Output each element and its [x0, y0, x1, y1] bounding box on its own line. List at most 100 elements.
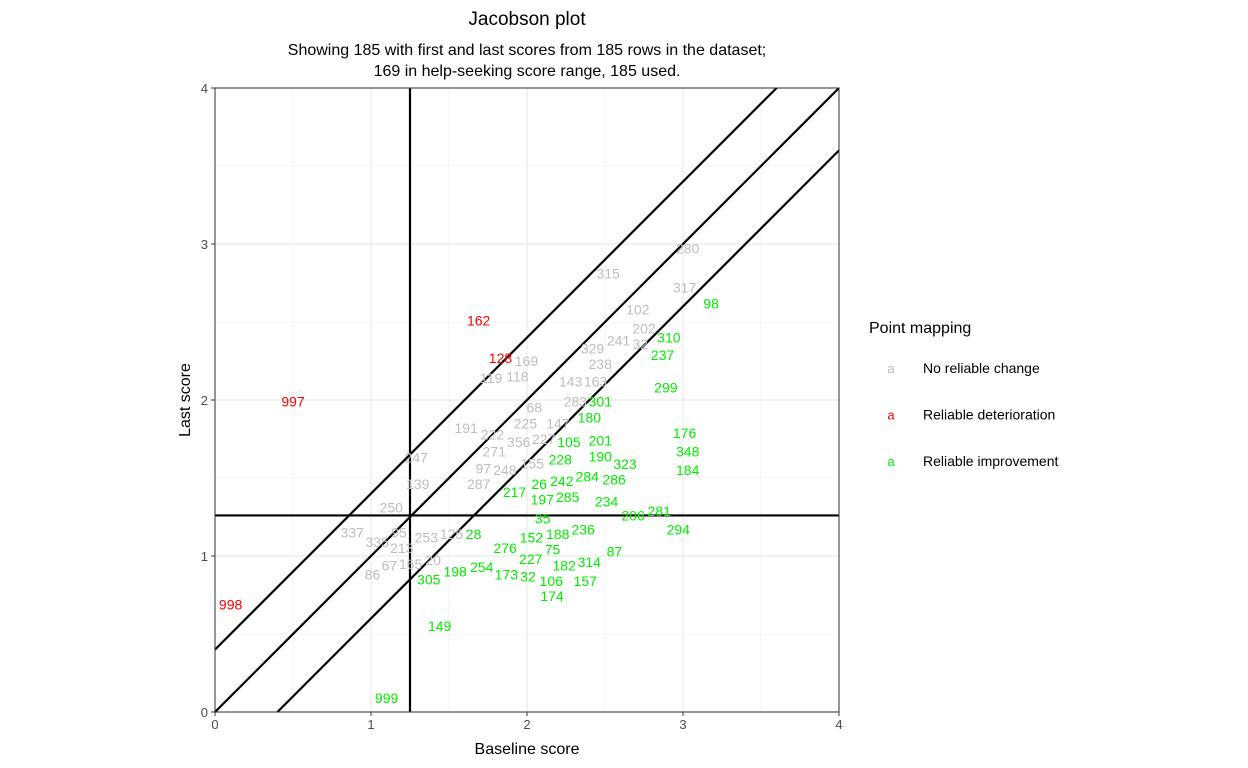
y-axis-label: Last score — [177, 363, 194, 437]
point-label: 174 — [540, 588, 564, 604]
point-label: 201 — [589, 433, 613, 449]
point-label: 280 — [676, 241, 700, 257]
point-label: 32 — [632, 336, 648, 352]
chart-subtitle-line-2: 169 in help-seeking score range, 185 use… — [374, 63, 681, 80]
point-label: 247 — [405, 450, 429, 466]
point-label: 284 — [576, 468, 600, 484]
point-label: 323 — [613, 456, 637, 472]
point-label: 348 — [676, 443, 700, 459]
point-label: 163 — [584, 373, 608, 389]
point-label: 227 — [532, 431, 556, 447]
point-label: 202 — [632, 321, 656, 337]
point-label: 222 — [481, 426, 505, 442]
point-label: 242 — [550, 473, 574, 489]
point-label: 32 — [520, 568, 536, 584]
point-label: 238 — [589, 356, 613, 372]
point-label: 191 — [454, 420, 478, 436]
reference-lines — [214, 87, 840, 713]
point-label: 95 — [391, 525, 407, 541]
y-tick-label: 3 — [201, 237, 208, 252]
point-label: 165 — [399, 556, 423, 572]
point-label: 157 — [574, 573, 598, 589]
point-label: 217 — [503, 484, 527, 500]
point-label: 314 — [578, 554, 602, 570]
point-label: 139 — [406, 476, 430, 492]
point-label: 253 — [415, 529, 439, 545]
point-label: 213 — [390, 540, 414, 556]
point-label: 225 — [514, 415, 538, 431]
point-label: 147 — [546, 416, 570, 432]
point-label: 105 — [557, 434, 581, 450]
legend-key-glyph: a — [887, 361, 895, 376]
point-label: 227 — [519, 551, 543, 567]
legend-key-glyph: a — [887, 408, 895, 423]
point-label: 301 — [589, 393, 613, 409]
x-tick-label: 4 — [835, 717, 842, 732]
x-tick-label: 2 — [523, 717, 530, 732]
point-label: 182 — [553, 557, 577, 573]
legend-title: Point mapping — [869, 320, 971, 337]
legend-key-glyph: a — [887, 454, 895, 469]
point-label: 188 — [546, 526, 570, 542]
point-label: 86 — [365, 567, 381, 583]
point-label: 184 — [676, 462, 700, 478]
chart-subtitle-line-1: Showing 185 with first and last scores f… — [288, 42, 766, 59]
point-label: 35 — [535, 511, 551, 527]
point-label: 149 — [428, 618, 452, 634]
point-label: 248 — [493, 462, 517, 478]
point-label: 287 — [467, 476, 491, 492]
point-label: 125 — [440, 526, 464, 542]
point-label: 271 — [483, 443, 507, 459]
point-label: 228 — [549, 452, 573, 468]
point-label: 315 — [596, 266, 620, 282]
diagonal-reference-line — [214, 87, 840, 713]
point-label: 75 — [545, 542, 561, 558]
legend-entry-label: No reliable change — [923, 360, 1040, 376]
point-label: 294 — [667, 521, 691, 537]
diagonal-reference-line — [214, 87, 778, 651]
chart-title: Jacobson plot — [468, 9, 586, 30]
x-tick-label: 3 — [679, 717, 686, 732]
point-label: 286 — [602, 471, 626, 487]
point-label: 87 — [607, 543, 623, 559]
point-label: 198 — [443, 564, 467, 580]
point-label: 998 — [219, 596, 243, 612]
point-label: 152 — [520, 529, 544, 545]
x-axis-label: Baseline score — [475, 741, 580, 758]
point-label: 155 — [521, 456, 545, 472]
x-tick-label: 0 — [211, 717, 218, 732]
point-label: 999 — [375, 690, 399, 706]
point-label: 236 — [571, 521, 595, 537]
point-label: 310 — [657, 330, 681, 346]
legend: Point mapping a No reliable change a Reliab… — [869, 320, 1059, 469]
point-label: 234 — [595, 493, 619, 509]
point-label: 128 — [489, 350, 513, 366]
point-label: 118 — [506, 368, 529, 384]
y-tick-label: 4 — [201, 81, 208, 96]
point-label: 162 — [467, 312, 491, 328]
legend-entry-label: Reliable improvement — [923, 453, 1059, 469]
point-label: 285 — [556, 489, 580, 505]
point-label: 173 — [495, 567, 519, 583]
diagonal-reference-line — [276, 149, 840, 713]
point-label: 119 — [480, 370, 503, 386]
point-label: 335 — [366, 534, 390, 550]
point-label: 197 — [531, 492, 555, 508]
point-label: 20 — [425, 552, 441, 568]
point-label: 337 — [341, 525, 365, 541]
point-label: 276 — [493, 540, 517, 556]
point-label: 106 — [540, 573, 564, 589]
point-label: 206 — [621, 507, 645, 523]
point-label: 169 — [515, 353, 539, 369]
point-label: 190 — [589, 448, 613, 464]
point-label: 28 — [466, 526, 482, 542]
point-label: 254 — [470, 559, 494, 575]
point-label: 26 — [531, 476, 547, 492]
point-label: 250 — [380, 500, 404, 516]
point-label: 329 — [581, 341, 605, 357]
y-tick-label: 2 — [201, 393, 208, 408]
point-label: 102 — [626, 302, 650, 318]
